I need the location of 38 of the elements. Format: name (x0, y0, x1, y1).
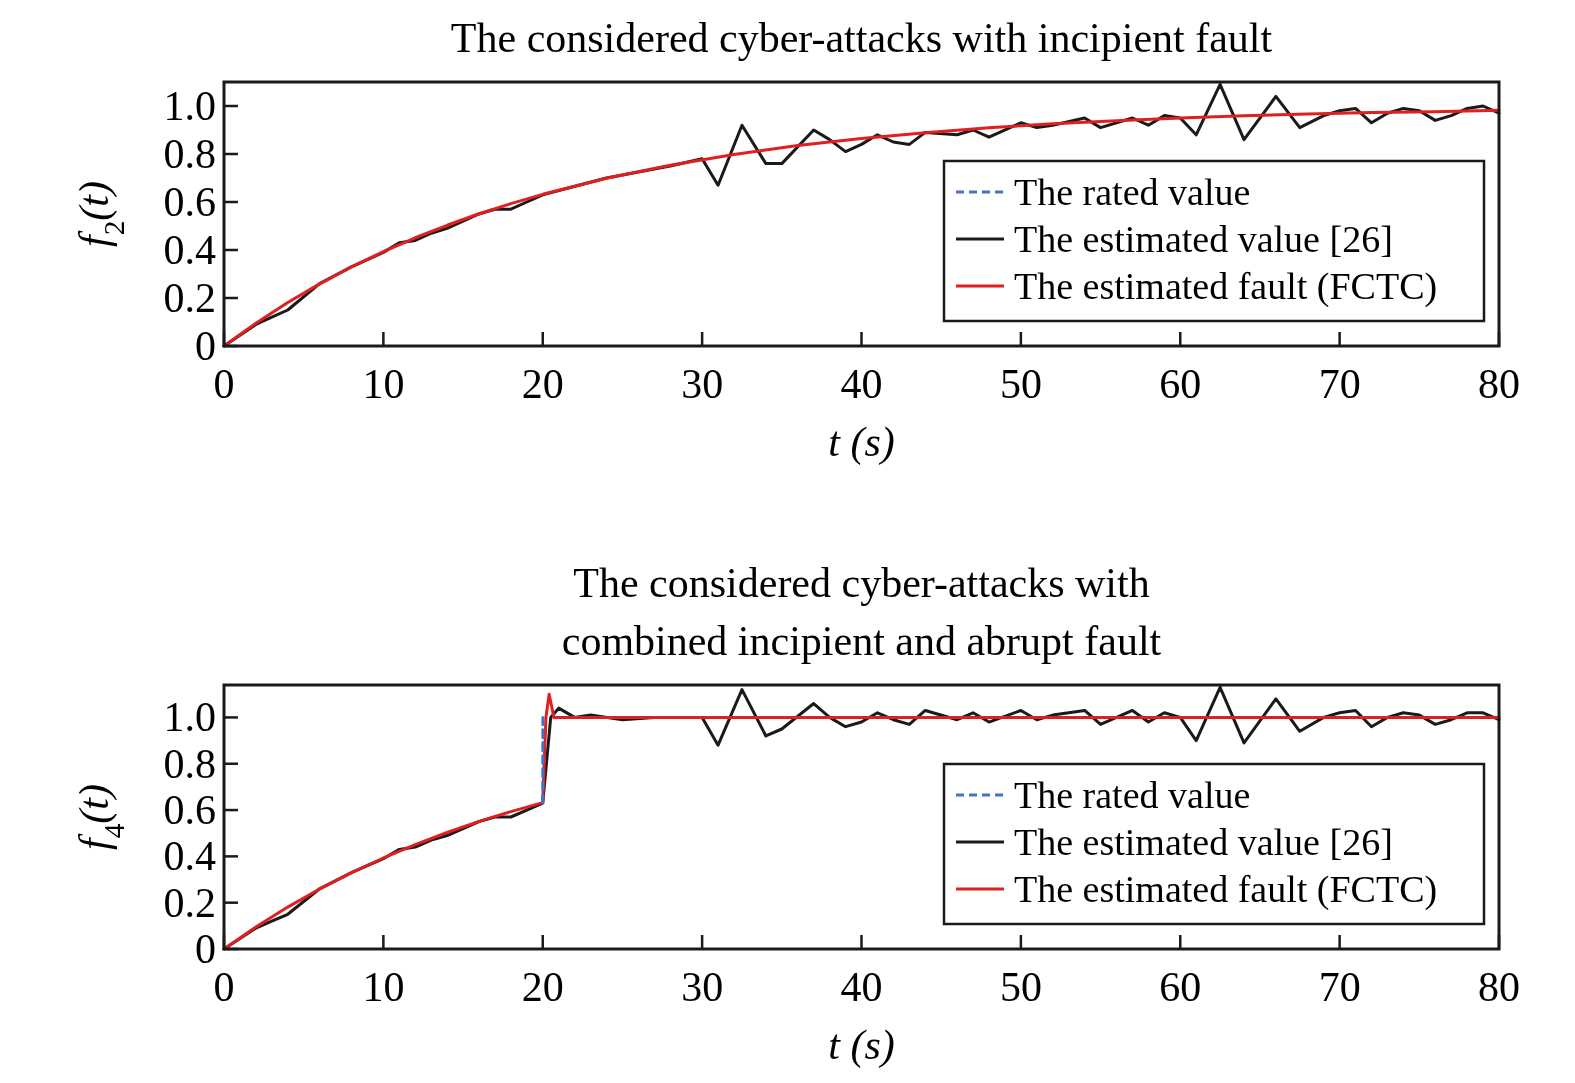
y-tick-label: 0.4 (163, 833, 216, 880)
x-tick-label: 70 (1318, 361, 1361, 407)
x-axis-title: t (s) (828, 419, 895, 466)
x-tick-label: 70 (1318, 964, 1361, 1010)
x-tick-label: 60 (1159, 964, 1202, 1010)
y-tick-label: 0.6 (163, 787, 216, 834)
x-tick-label: 40 (840, 964, 883, 1010)
chart-title: The considered cyber-attacks with incipient fault (450, 15, 1273, 61)
y-tick-label: 0.2 (163, 879, 216, 926)
y-tick-label: 0.6 (163, 179, 216, 225)
y-tick-label: 0 (195, 926, 216, 972)
y-tick-label: 0 (195, 323, 216, 369)
x-tick-label: 10 (362, 964, 405, 1010)
chart-title: The considered cyber-attacks with combined incipient and abrupt fault (561, 560, 1162, 664)
x-tick-label: 50 (999, 361, 1042, 407)
x-tick-label: 10 (362, 361, 405, 407)
legend-label: The rated value (1014, 171, 1251, 213)
legend-label: The estimated value [26] (1014, 821, 1393, 863)
legend-label: The estimated value [26] (1014, 218, 1393, 260)
x-tick-label: 30 (681, 361, 724, 407)
y-tick-label: 1.0 (163, 83, 216, 129)
legend-label: The estimated fault (FCTC) (1014, 265, 1438, 308)
x-tick-label: 30 (681, 964, 724, 1010)
y-tick-label: 0.2 (163, 275, 216, 321)
x-tick-label: 40 (840, 361, 883, 407)
y-tick-label: 1.0 (163, 694, 216, 741)
x-tick-label: 80 (1478, 964, 1520, 1010)
x-tick-label: 80 (1478, 361, 1520, 407)
x-axis-title: t (s) (828, 1022, 895, 1069)
legend-label: The estimated fault (FCTC) (1014, 868, 1438, 911)
x-tick-label: 20 (521, 964, 564, 1010)
legend-label: The rated value (1014, 774, 1251, 816)
y-tick-label: 0.8 (163, 131, 216, 177)
x-tick-label: 60 (1159, 361, 1202, 407)
x-tick-label: 50 (999, 964, 1042, 1010)
y-tick-label: 0.8 (163, 740, 216, 787)
y-tick-label: 0.4 (163, 227, 216, 273)
x-tick-label: 20 (521, 361, 564, 407)
